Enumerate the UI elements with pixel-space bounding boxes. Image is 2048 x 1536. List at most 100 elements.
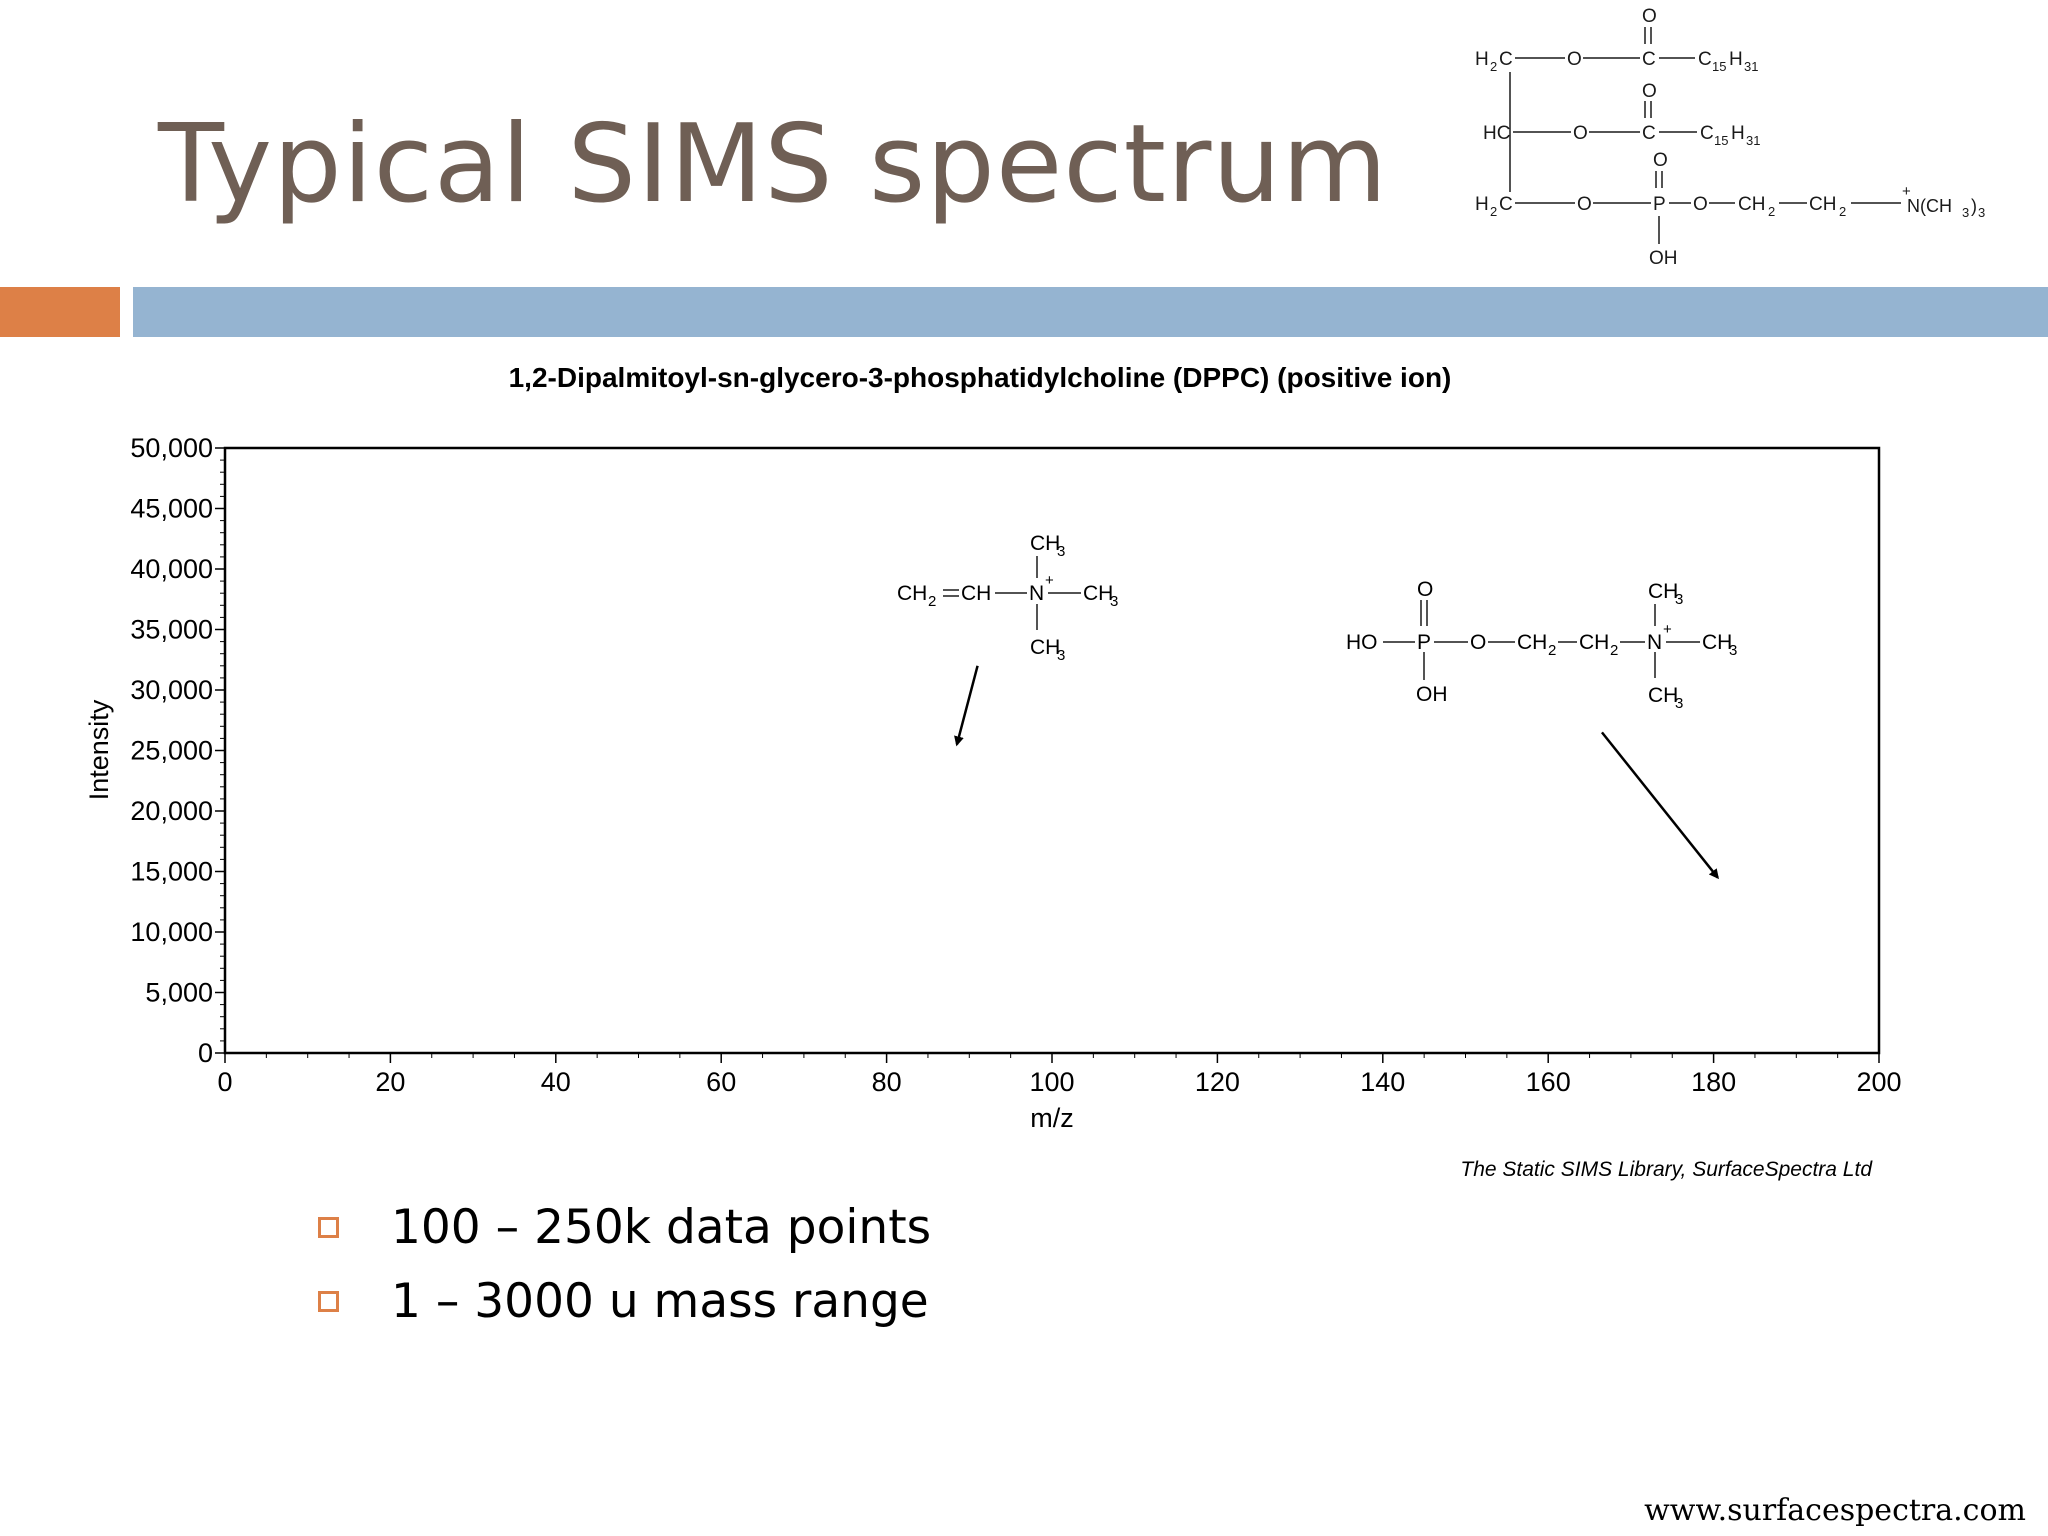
frag2-sub: 3 xyxy=(1675,591,1683,608)
dppc-sub: 3 xyxy=(1978,205,1985,220)
frag2-n: N xyxy=(1647,631,1662,654)
x-tick-label: 100 xyxy=(1029,1067,1074,1097)
dppc-o: O xyxy=(1573,123,1588,144)
source-credit: The Static SIMS Library, SurfaceSpectra … xyxy=(1460,1158,1872,1181)
bullet-text: 100 – 250k data points xyxy=(391,1199,932,1255)
y-tick-label: 50,000 xyxy=(130,433,213,463)
dppc-o: O xyxy=(1693,194,1708,215)
dppc-sub: 2 xyxy=(1490,59,1497,74)
dppc-sub: 31 xyxy=(1746,133,1760,148)
dppc-c: C xyxy=(1499,49,1513,70)
y-tick-label: 30,000 xyxy=(130,675,213,705)
dppc-structure: H 2 C O C O C 15 H 31 HC O C O C 15 H 31… xyxy=(1475,6,1985,269)
frag1-ch3-top: CH xyxy=(1030,532,1060,555)
dppc-c: C xyxy=(1642,123,1656,144)
frag1-n: N xyxy=(1029,582,1044,605)
dppc-sub: 2 xyxy=(1768,204,1775,219)
frag2-ch3-right: CH xyxy=(1702,631,1732,654)
dppc-sub: 2 xyxy=(1839,204,1846,219)
x-tick-label: 160 xyxy=(1526,1067,1571,1097)
sims-spectrum-chart: 1,2-Dipalmitoyl-sn-glycero-3-phosphatidy… xyxy=(84,362,1902,1133)
chart-title: 1,2-Dipalmitoyl-sn-glycero-3-phosphatidy… xyxy=(509,362,1452,393)
x-axis-label: m/z xyxy=(1030,1103,1074,1133)
frag2-ch3-bottom: CH xyxy=(1648,684,1678,707)
dppc-h: H xyxy=(1475,49,1489,70)
frag1-sub: 3 xyxy=(1110,593,1118,610)
x-tick-label: 0 xyxy=(217,1067,232,1097)
y-tick-label: 5,000 xyxy=(145,978,213,1008)
x-tick-label: 60 xyxy=(706,1067,736,1097)
y-tick-label: 45,000 xyxy=(130,494,213,524)
annotation-arrow xyxy=(1600,731,1719,880)
dppc-bonds xyxy=(1509,27,1901,244)
dppc-h: H xyxy=(1475,194,1489,215)
dppc-sub: 2 xyxy=(1490,204,1497,219)
frag2-charge: + xyxy=(1663,621,1672,638)
dppc-row-1: H 2 C O C O C 15 H 31 xyxy=(1475,6,1758,74)
y-tick-label: 0 xyxy=(198,1038,213,1068)
dppc-o: O xyxy=(1642,6,1657,27)
dppc-hc: HC xyxy=(1483,123,1510,144)
dppc-o: O xyxy=(1642,81,1657,102)
dppc-amine: ) xyxy=(1971,196,1977,216)
bullet-item: 1 – 3000 u mass range xyxy=(318,1264,931,1338)
dppc-sub: 31 xyxy=(1744,59,1758,74)
frag2-top-o: O xyxy=(1417,578,1433,601)
fragment-2-structure: O HO P OH O CH 2 CH 2 N + CH 3 CH 3 CH 3 xyxy=(1346,578,1737,712)
frag1-ch: CH xyxy=(961,582,991,605)
dppc-row-3: H 2 C O P O OH O CH 2 CH 2 + N(CH 3 ) 3 xyxy=(1475,150,1985,269)
x-tick-label: 20 xyxy=(375,1067,405,1097)
x-tick-label: 40 xyxy=(541,1067,571,1097)
fragment-1-structure: CH 3 CH 2 CH N + CH 3 CH 3 xyxy=(897,532,1118,664)
frag1-ch3-bottom: CH xyxy=(1030,636,1060,659)
y-axis: 0 5,000 10,000 15,000 20,000 25,000 30,000 35,0… xyxy=(130,433,225,1068)
header-band xyxy=(133,287,2048,337)
dppc-charge: + xyxy=(1902,183,1911,200)
frag1-charge: + xyxy=(1045,572,1054,589)
y-tick-label: 15,000 xyxy=(130,857,213,887)
dppc-c: C xyxy=(1642,49,1656,70)
bullet-list: 100 – 250k data points 1 – 3000 u mass r… xyxy=(318,1190,931,1338)
x-axis: 0 20 40 60 80 100 120 140 160 180 200 xyxy=(217,1053,1902,1097)
y-tick-label: 20,000 xyxy=(130,796,213,826)
dppc-chain: C xyxy=(1700,123,1714,144)
x-tick-label: 200 xyxy=(1856,1067,1901,1097)
frag2-sub: 2 xyxy=(1610,642,1618,659)
dppc-ch2: CH xyxy=(1738,194,1765,215)
frag1-bonds xyxy=(943,556,1081,630)
page-title: Typical SIMS spectrum xyxy=(158,102,1389,227)
frag2-ch2a: CH xyxy=(1517,631,1547,654)
frag2-ho: HO xyxy=(1346,631,1378,654)
dppc-chain: C xyxy=(1698,49,1712,70)
dppc-amine: N(CH xyxy=(1907,196,1952,216)
dppc-p: P xyxy=(1653,194,1666,215)
dppc-o: O xyxy=(1577,194,1592,215)
dppc-sub: 15 xyxy=(1712,59,1726,74)
y-tick-label: 35,000 xyxy=(130,615,213,645)
x-tick-label: 180 xyxy=(1691,1067,1736,1097)
frag2-sub: 3 xyxy=(1675,695,1683,712)
annotation-arrow xyxy=(954,665,979,747)
y-tick-label: 25,000 xyxy=(130,736,213,766)
frag2-ch3-top: CH xyxy=(1648,580,1678,603)
frag1-sub: 3 xyxy=(1057,543,1065,560)
frag1-sub: 2 xyxy=(928,593,936,610)
y-tick-label: 40,000 xyxy=(130,554,213,584)
dppc-c: C xyxy=(1499,194,1513,215)
frag1-sub: 3 xyxy=(1057,647,1065,664)
website-footer: www.surfacespectra.com xyxy=(1644,1493,2026,1528)
y-axis-label: Intensity xyxy=(84,699,114,800)
dppc-chain: H xyxy=(1731,123,1745,144)
x-tick-label: 120 xyxy=(1195,1067,1240,1097)
annotations xyxy=(954,665,1719,880)
frag2-bonds xyxy=(1383,600,1700,680)
dppc-sub: 15 xyxy=(1714,133,1728,148)
square-bullet-icon xyxy=(318,1290,339,1312)
frag2-p: P xyxy=(1417,631,1431,654)
dppc-oh: OH xyxy=(1649,248,1678,269)
frag2-o: O xyxy=(1470,631,1486,654)
dppc-o: O xyxy=(1653,150,1668,171)
dppc-chain: H xyxy=(1729,49,1743,70)
x-tick-label: 80 xyxy=(872,1067,902,1097)
frag1-ch2: CH xyxy=(897,582,927,605)
